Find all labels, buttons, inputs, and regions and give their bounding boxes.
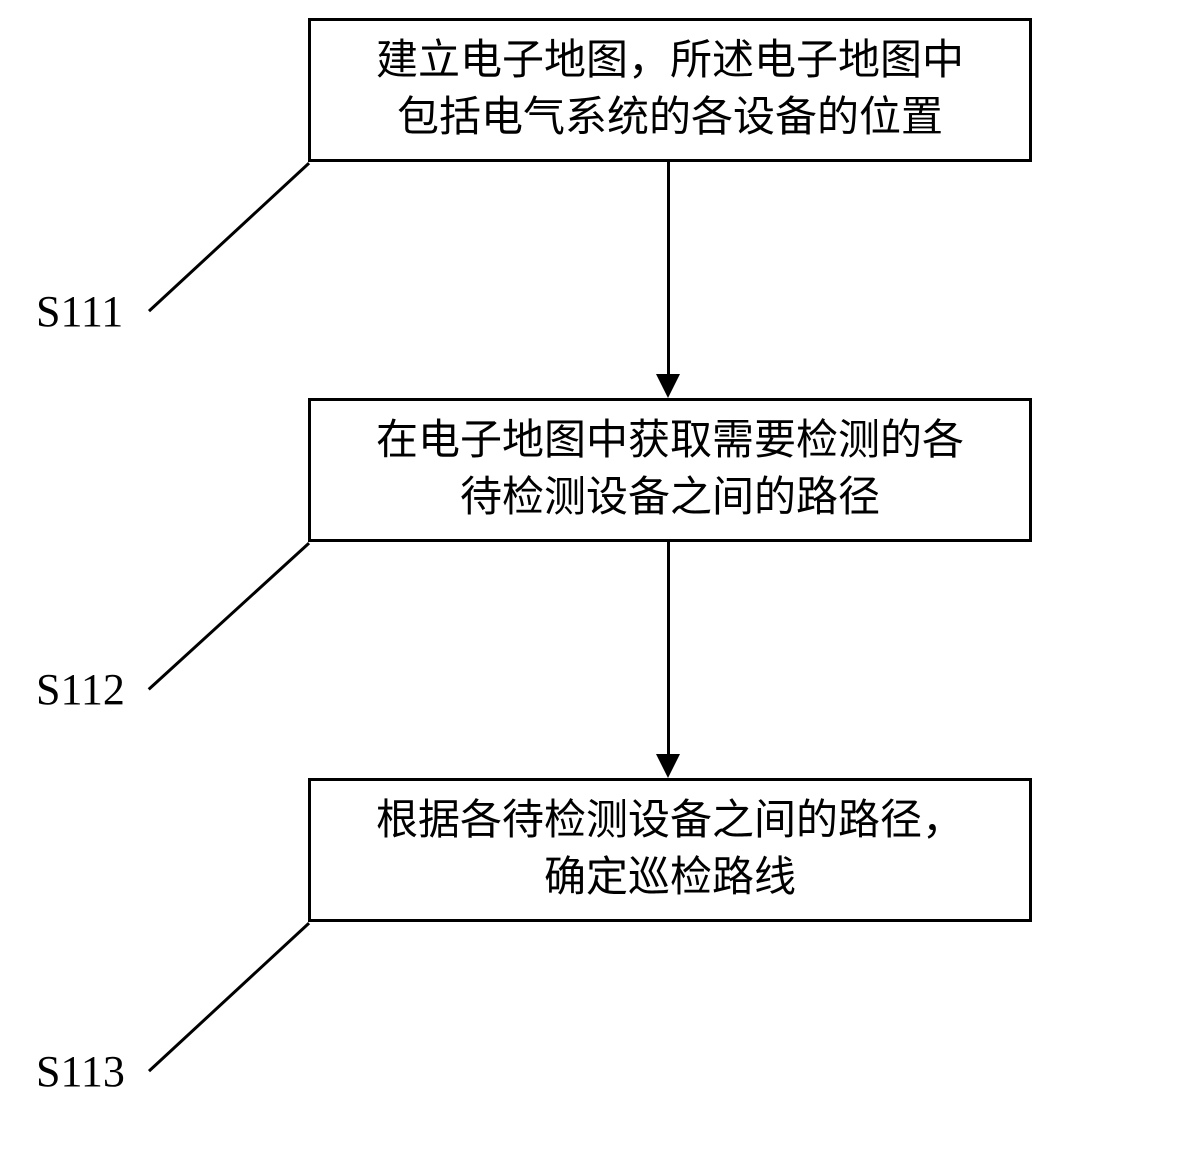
- step-label-2: S113: [36, 1046, 125, 1097]
- flow-node-text: 建立电子地图，所述电子地图中包括电气系统的各设备的位置: [376, 33, 964, 146]
- flow-node-n2: 在电子地图中获取需要检测的各待检测设备之间的路径: [308, 398, 1032, 542]
- flow-node-n3: 根据各待检测设备之间的路径，确定巡检路线: [308, 778, 1032, 922]
- flow-node-text: 根据各待检测设备之间的路径，确定巡检路线: [376, 793, 964, 906]
- flow-node-text: 在电子地图中获取需要检测的各待检测设备之间的路径: [376, 413, 964, 526]
- flow-node-n1: 建立电子地图，所述电子地图中包括电气系统的各设备的位置: [308, 18, 1032, 162]
- leader-line-0: [148, 162, 310, 312]
- leader-line-2: [148, 922, 310, 1072]
- flow-arrow-head-0: [656, 374, 680, 398]
- step-label-1: S112: [36, 664, 125, 715]
- flow-arrow-1: [667, 542, 670, 754]
- flow-arrow-head-1: [656, 754, 680, 778]
- flow-arrow-0: [667, 162, 670, 374]
- step-label-0: S111: [36, 286, 123, 337]
- leader-line-1: [148, 542, 310, 690]
